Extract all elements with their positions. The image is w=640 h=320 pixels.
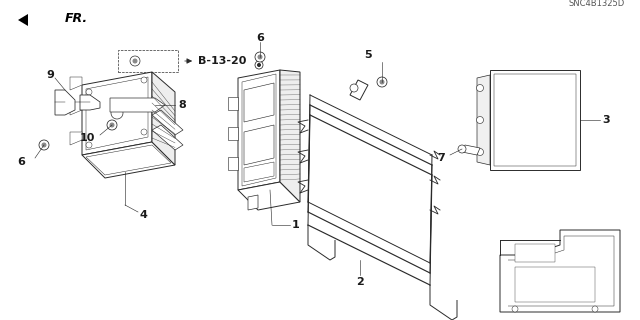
Circle shape [255, 52, 265, 62]
Polygon shape [248, 195, 258, 210]
Circle shape [258, 55, 262, 59]
Polygon shape [494, 74, 576, 166]
Polygon shape [82, 72, 152, 155]
Text: 9: 9 [46, 70, 54, 80]
Polygon shape [70, 132, 82, 145]
Circle shape [350, 84, 358, 92]
Polygon shape [70, 77, 82, 90]
Text: 3: 3 [602, 115, 610, 125]
Circle shape [86, 89, 92, 95]
Circle shape [477, 84, 483, 92]
Text: 5: 5 [364, 50, 372, 60]
Text: FR.: FR. [65, 12, 88, 25]
Polygon shape [280, 70, 300, 202]
Circle shape [150, 100, 160, 110]
Polygon shape [82, 142, 175, 178]
Text: B-13-20: B-13-20 [198, 56, 246, 66]
Polygon shape [244, 83, 274, 122]
Circle shape [130, 56, 140, 66]
Circle shape [255, 61, 263, 69]
Circle shape [257, 63, 260, 67]
Polygon shape [350, 80, 368, 100]
Text: 1: 1 [292, 220, 300, 230]
Polygon shape [152, 125, 183, 150]
Circle shape [377, 77, 387, 87]
Polygon shape [238, 70, 280, 190]
Polygon shape [242, 74, 276, 186]
Polygon shape [86, 145, 171, 175]
Circle shape [42, 143, 46, 147]
Text: 10: 10 [79, 133, 95, 143]
Text: SNC4B1325D: SNC4B1325D [569, 0, 625, 8]
Text: 8: 8 [178, 100, 186, 110]
Polygon shape [70, 102, 82, 115]
Polygon shape [244, 162, 274, 182]
Circle shape [477, 116, 483, 124]
Text: 2: 2 [356, 277, 364, 287]
Circle shape [380, 80, 384, 84]
Text: 7: 7 [437, 153, 445, 163]
Circle shape [86, 142, 92, 148]
Circle shape [133, 59, 137, 63]
Text: 6: 6 [17, 157, 25, 167]
Circle shape [512, 306, 518, 312]
Polygon shape [55, 90, 75, 115]
Polygon shape [244, 125, 274, 165]
Text: 4: 4 [140, 210, 148, 220]
Bar [515, 267, 595, 302]
Polygon shape [228, 127, 238, 140]
Polygon shape [110, 98, 165, 112]
Circle shape [141, 129, 147, 135]
Polygon shape [228, 157, 238, 170]
Polygon shape [477, 75, 490, 165]
Circle shape [458, 145, 466, 153]
Circle shape [110, 123, 114, 127]
Polygon shape [152, 72, 175, 165]
Polygon shape [228, 97, 238, 110]
Polygon shape [152, 110, 183, 135]
Bar [118, 50, 178, 72]
Polygon shape [80, 95, 100, 110]
FancyArrow shape [18, 14, 60, 26]
Polygon shape [490, 70, 580, 170]
Circle shape [39, 140, 49, 150]
Polygon shape [500, 230, 620, 312]
Circle shape [592, 306, 598, 312]
Polygon shape [238, 182, 300, 210]
Circle shape [111, 107, 123, 119]
Circle shape [153, 103, 157, 107]
Circle shape [141, 77, 147, 83]
Polygon shape [86, 77, 148, 150]
Circle shape [477, 148, 483, 156]
Circle shape [107, 120, 117, 130]
Polygon shape [462, 145, 480, 155]
Text: 6: 6 [256, 33, 264, 43]
Bar [515, 244, 555, 262]
